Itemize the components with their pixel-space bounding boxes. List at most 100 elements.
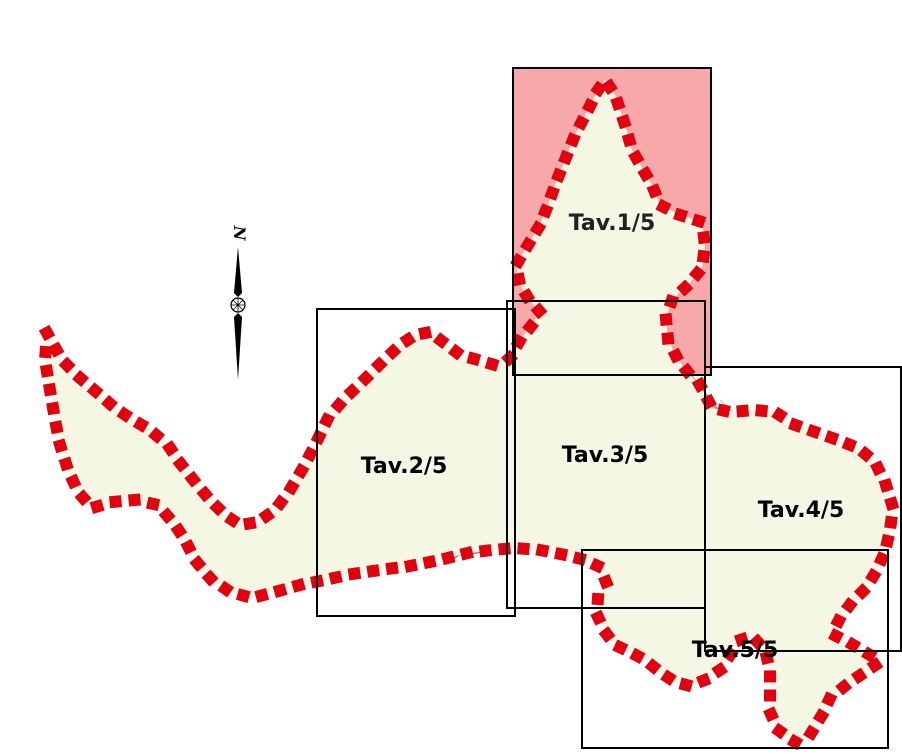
boundary-marker bbox=[258, 507, 276, 525]
sheet-4-label: Tav.4/5 bbox=[758, 498, 845, 523]
boundary-marker bbox=[72, 370, 90, 387]
boundary-marker bbox=[695, 672, 712, 689]
boundary-marker bbox=[466, 351, 482, 367]
boundary-marker bbox=[189, 555, 207, 572]
boundary-marker bbox=[459, 546, 474, 561]
boundary-marker bbox=[46, 401, 61, 416]
north-arrow: N bbox=[230, 225, 249, 380]
boundary-marker bbox=[511, 272, 526, 287]
boundary-marker bbox=[366, 564, 380, 578]
boundary-marker bbox=[537, 203, 554, 219]
boundary-marker bbox=[771, 406, 788, 424]
boundary-marker bbox=[49, 420, 64, 435]
boundary-marker bbox=[148, 427, 166, 444]
boundary-marker bbox=[878, 477, 894, 493]
boundary-marker bbox=[201, 569, 219, 587]
boundary-marker bbox=[242, 516, 257, 531]
sheet-1-frame[interactable] bbox=[512, 67, 712, 376]
boundary-marker bbox=[318, 412, 336, 429]
boundary-marker bbox=[48, 341, 65, 358]
sheet-5-label: Tav.5/5 bbox=[692, 638, 779, 663]
boundary-marker bbox=[86, 382, 104, 400]
sheet-labels: Tav.1/5 Tav.2/5 Tav.3/5 Tav.4/5 Tav.5/5 bbox=[361, 211, 845, 663]
sheet-5-frame[interactable] bbox=[581, 549, 889, 749]
boundary-marker bbox=[180, 538, 197, 556]
boundary-marker bbox=[510, 252, 527, 270]
boundary-marker bbox=[403, 558, 418, 573]
boundary-marker bbox=[172, 455, 190, 473]
boundary-marker bbox=[788, 417, 804, 433]
boundary-marker bbox=[554, 547, 569, 562]
boundary-marker bbox=[161, 440, 179, 457]
boundary-marker bbox=[52, 438, 68, 454]
boundary-marker bbox=[628, 149, 645, 166]
boundary-marker bbox=[884, 496, 900, 512]
boundary-marker bbox=[565, 132, 581, 148]
boundary-marker bbox=[384, 343, 402, 361]
boundary-marker bbox=[734, 631, 750, 648]
boundary-marker bbox=[771, 722, 788, 740]
sheet-1-label: Tav.1/5 bbox=[569, 211, 656, 236]
boundary-marker bbox=[827, 627, 845, 645]
sheet-2-frame[interactable] bbox=[316, 308, 516, 617]
boundary-marker bbox=[688, 265, 706, 283]
boundary-marker bbox=[89, 499, 105, 514]
boundary-marker bbox=[519, 236, 537, 253]
boundary-marker bbox=[616, 114, 632, 130]
boundary-marker bbox=[850, 667, 868, 685]
boundary-marker bbox=[422, 555, 437, 570]
boundary-marker bbox=[38, 324, 56, 342]
boundary-marker bbox=[673, 207, 689, 223]
boundary-marker bbox=[478, 544, 493, 558]
boundary-marker bbox=[58, 456, 74, 472]
boundary-marker bbox=[418, 325, 433, 341]
boundary-marker bbox=[399, 331, 417, 349]
boundary-marker bbox=[711, 661, 729, 679]
boundary-marker bbox=[812, 708, 830, 725]
boundary-marker bbox=[328, 570, 343, 585]
boundary-marker bbox=[853, 583, 871, 601]
boundary-marker bbox=[292, 462, 310, 480]
boundary-marker bbox=[764, 689, 776, 702]
boundary-marker bbox=[573, 114, 590, 131]
boundary-marker bbox=[755, 404, 769, 418]
sheet-4-frame[interactable] bbox=[704, 366, 902, 652]
boundary-marker bbox=[196, 485, 214, 503]
boundary-marker bbox=[612, 639, 629, 656]
boundary-marker bbox=[132, 416, 150, 433]
boundary-marker bbox=[572, 551, 587, 566]
boundary-marker bbox=[869, 460, 887, 477]
boundary-marker bbox=[108, 495, 123, 509]
boundary-marker bbox=[158, 507, 176, 525]
boundary-marker bbox=[646, 183, 663, 199]
boundary-marker bbox=[601, 78, 618, 96]
boundary-marker bbox=[343, 383, 361, 400]
boundary-marker bbox=[644, 658, 662, 675]
boundary-marker bbox=[857, 445, 875, 463]
boundary-marker bbox=[865, 567, 882, 585]
boundary-marker bbox=[621, 132, 637, 148]
boundary-marker bbox=[873, 551, 890, 568]
boundary-marker bbox=[659, 312, 673, 327]
boundary-marker bbox=[866, 656, 884, 674]
boundary-marker bbox=[101, 394, 118, 412]
boundary-marker bbox=[660, 669, 677, 687]
boundary-marker bbox=[840, 596, 858, 614]
boundary-marker bbox=[637, 165, 654, 183]
boundary-marker bbox=[440, 550, 456, 566]
boundary-marker bbox=[39, 363, 54, 378]
boundary-marker bbox=[880, 533, 895, 549]
boundary-marker bbox=[655, 198, 672, 215]
boundary-marker bbox=[716, 403, 731, 418]
boundary-marker bbox=[235, 588, 251, 603]
boundary-marker bbox=[271, 494, 289, 512]
boundary-marker bbox=[347, 566, 362, 581]
boundary-marker bbox=[697, 230, 711, 245]
boundary-marker bbox=[830, 612, 847, 630]
boundary-marker bbox=[116, 406, 134, 423]
boundary-marker bbox=[432, 332, 450, 350]
boundary-marker bbox=[806, 423, 822, 440]
boundary-marker bbox=[581, 97, 599, 114]
boundary-marker bbox=[763, 706, 779, 723]
